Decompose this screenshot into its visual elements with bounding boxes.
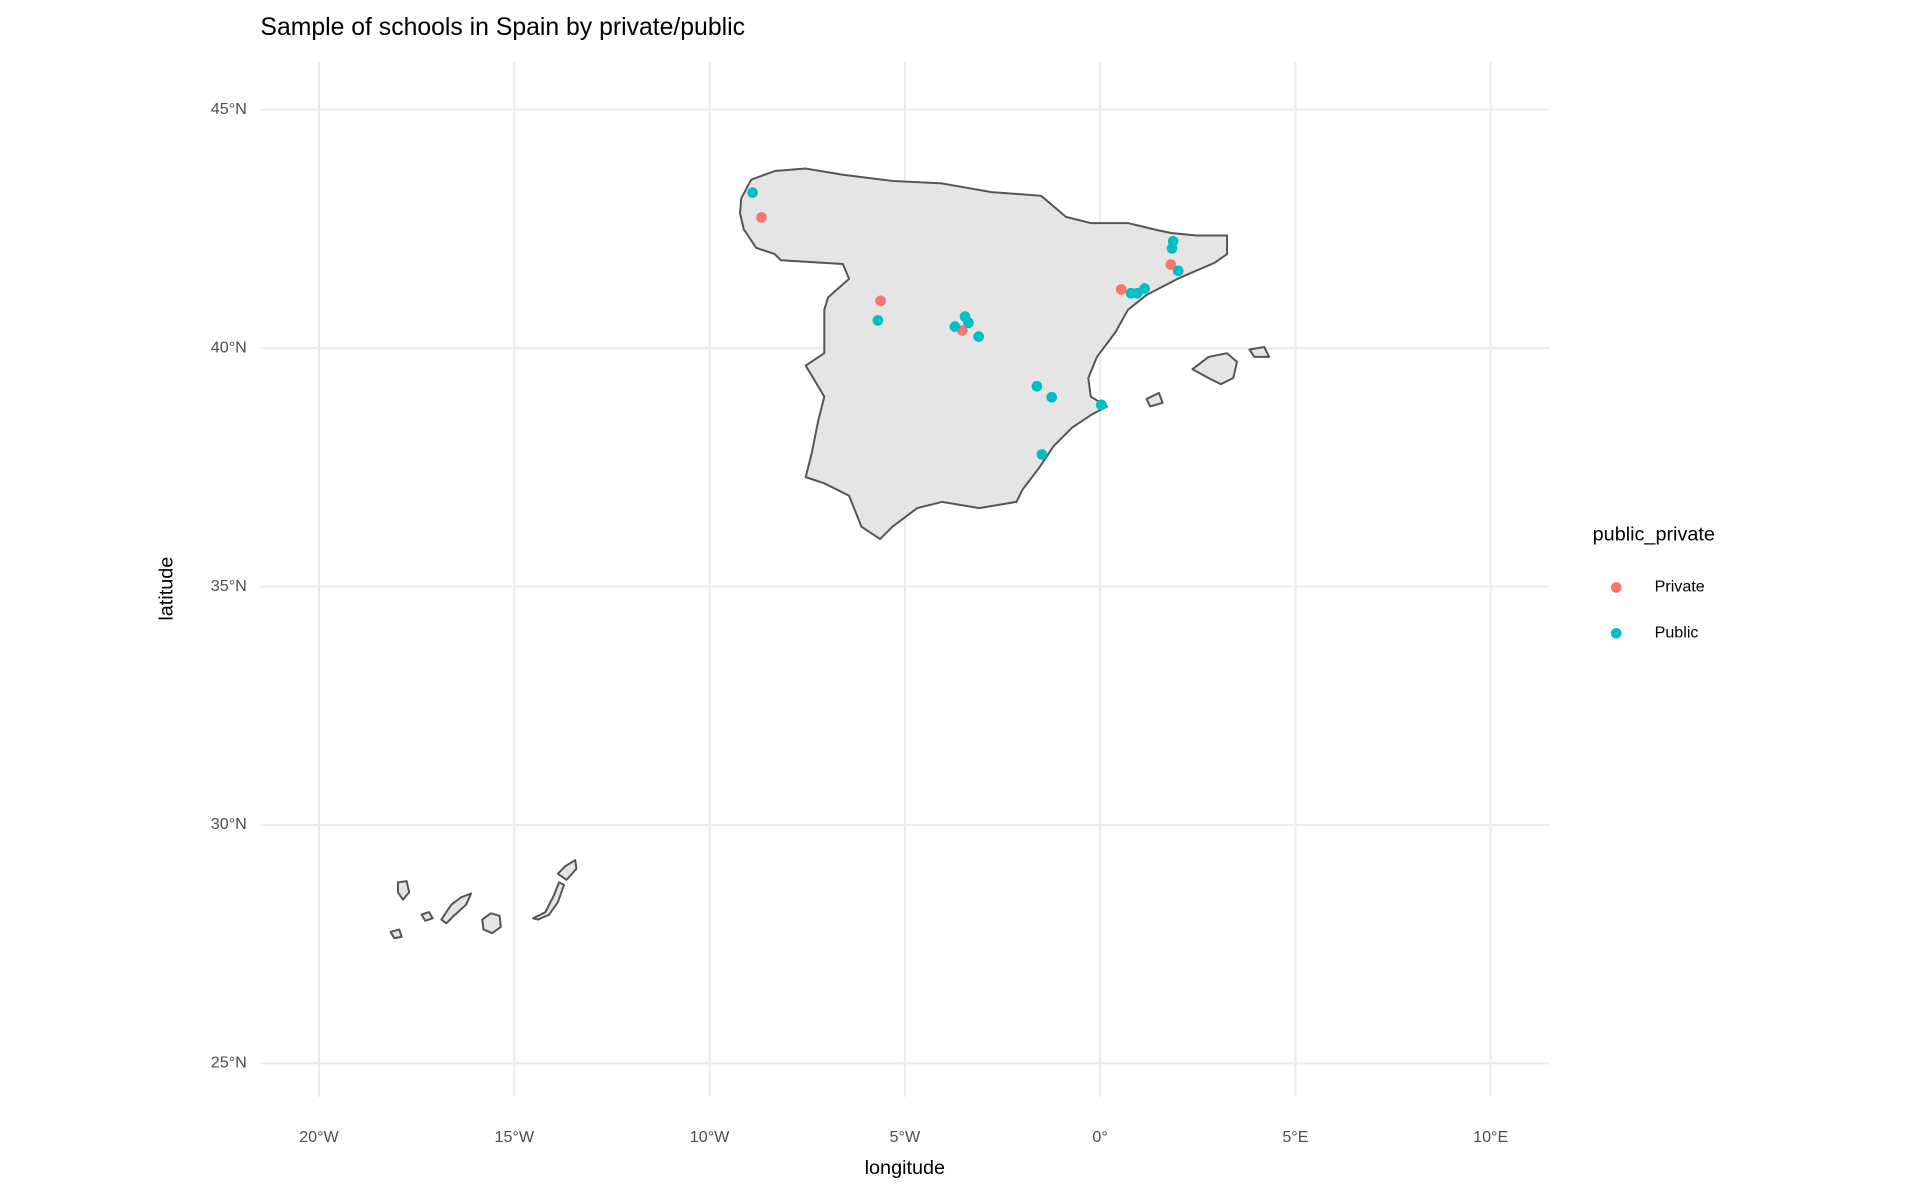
school-point [756, 212, 767, 223]
school-point [872, 315, 884, 326]
y-tick-label: 45°N [211, 100, 247, 118]
school-point [1166, 243, 1178, 254]
school-point [1172, 265, 1184, 277]
chart-title: Sample of schools in Spain by private/pu… [260, 14, 745, 41]
tenerife [440, 892, 473, 925]
el-hierro [389, 928, 403, 940]
school-point [1139, 283, 1150, 294]
school-point [1115, 284, 1127, 295]
y-tick-label: 30°N [211, 815, 247, 833]
school-point [747, 187, 758, 198]
legend-label: Private [1655, 578, 1705, 596]
school-point [963, 317, 974, 329]
school-point [1165, 259, 1177, 270]
y-axis-title: latitude [156, 557, 178, 621]
x-tick-label: 5°W [890, 1128, 921, 1146]
school-point [1036, 449, 1048, 460]
school-point [1046, 391, 1058, 403]
school-point [973, 331, 984, 342]
ibiza [1145, 391, 1164, 408]
la-palma [396, 880, 411, 901]
school-point [949, 321, 961, 332]
x-tick-label: 5°E [1282, 1128, 1308, 1146]
legend-label: Public [1655, 624, 1699, 642]
legend-title: public_private [1593, 524, 1715, 546]
menorca [1248, 346, 1271, 358]
grid [260, 61, 1550, 1097]
school-point [1031, 380, 1043, 392]
mallorca [1191, 352, 1238, 386]
x-tick-label: 10°W [690, 1128, 730, 1146]
la-gomera [420, 911, 434, 922]
x-tick-label: 10°E [1473, 1128, 1508, 1146]
lanzarote [556, 859, 578, 881]
x-axis-title: longitude [865, 1157, 945, 1179]
y-tick-label: 35°N [211, 577, 247, 595]
x-tick-label: 0° [1092, 1128, 1107, 1146]
school-point [1095, 399, 1107, 411]
fuerteventura [532, 881, 566, 921]
x-tick-label: 20°W [299, 1128, 339, 1146]
mainland-spain [739, 167, 1229, 541]
map-land [389, 167, 1271, 940]
school-point [875, 295, 886, 307]
points [747, 187, 1184, 460]
legend-key [1610, 627, 1622, 639]
y-tick-label: 25°N [211, 1054, 247, 1072]
gran-canaria [481, 912, 502, 935]
y-tick-label: 40°N [211, 338, 247, 356]
legend-key [1610, 582, 1622, 593]
x-tick-label: 15°W [494, 1128, 534, 1146]
